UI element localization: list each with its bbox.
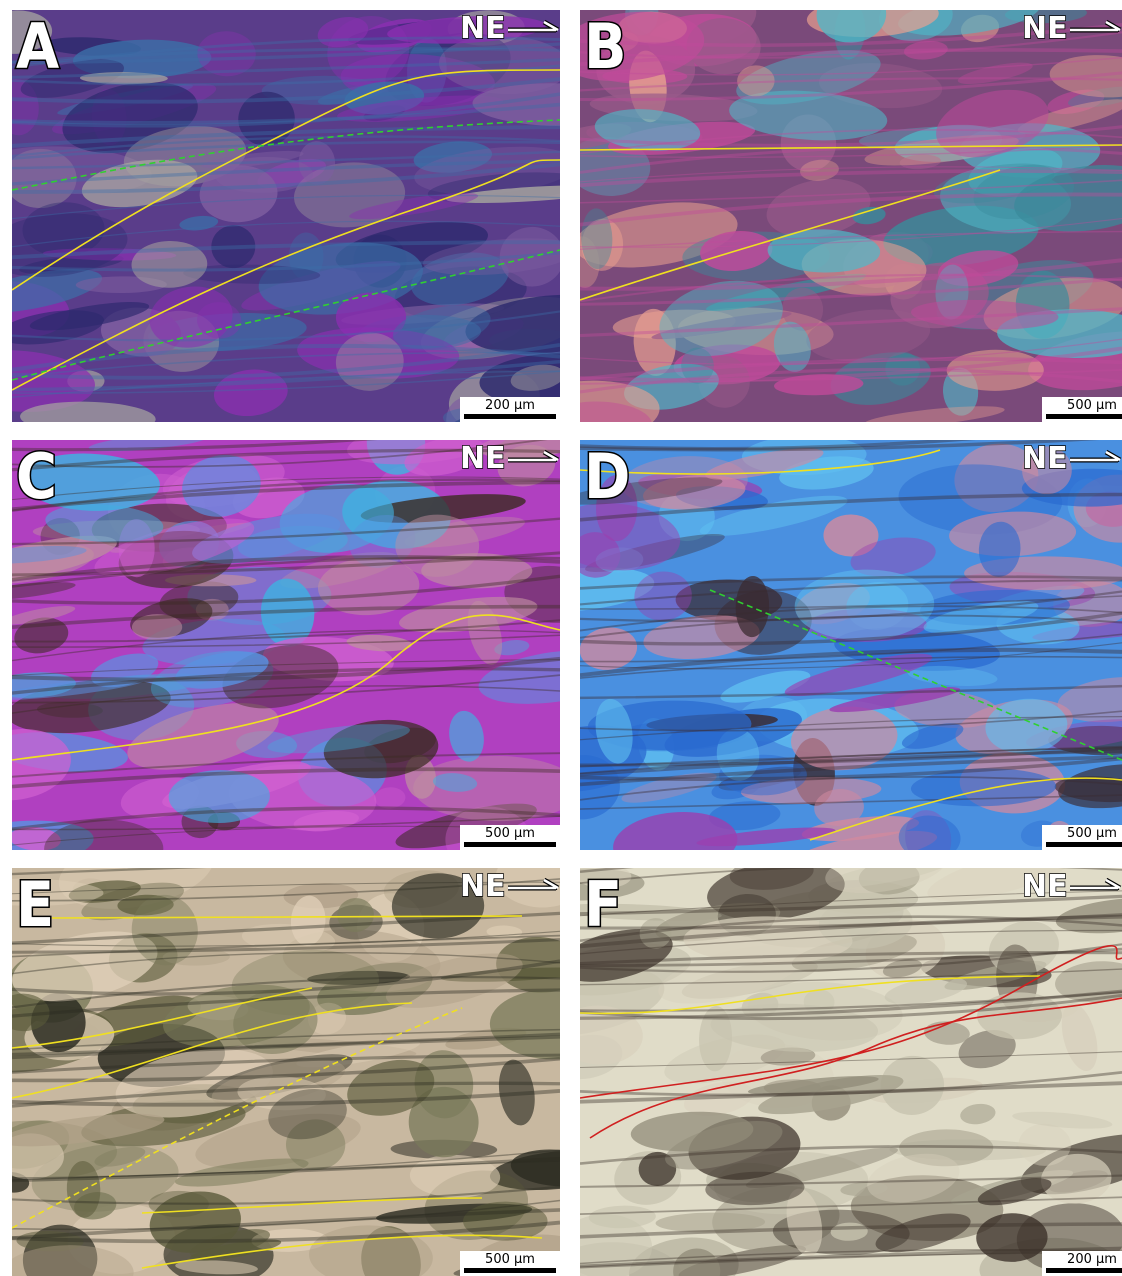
micrograph-panel: D NE 500 µm (580, 440, 1122, 850)
orientation: NE (459, 869, 560, 904)
orientation-label: NE (459, 441, 506, 476)
scale-line (464, 414, 556, 419)
orientation-arrow (507, 877, 559, 890)
orientation-label: NE (459, 869, 506, 904)
micrograph-image (580, 440, 1122, 850)
scale-bar: 500 µm (1042, 825, 1122, 850)
scale-bar: 500 µm (460, 1251, 560, 1276)
panel-label: D (582, 440, 631, 513)
panel-label: B (583, 10, 628, 83)
scale-line (1046, 1268, 1122, 1273)
micrograph-image (580, 10, 1122, 422)
scale-line (464, 1268, 556, 1273)
micrograph-panel: E NE 500 µm (12, 868, 560, 1276)
orientation-arrow (507, 19, 559, 32)
orientation: NE (1021, 441, 1122, 476)
scale-bar: 200 µm (1042, 1251, 1122, 1276)
micrograph-image (12, 10, 560, 422)
micrograph-image (12, 440, 560, 850)
orientation: NE (1021, 869, 1122, 904)
scale-bar: 200 µm (460, 397, 560, 422)
scale-line (1046, 414, 1122, 419)
orientation-arrow (1069, 877, 1121, 890)
scale-line (464, 842, 556, 847)
orientation: NE (459, 11, 560, 46)
orientation-label: NE (459, 11, 506, 46)
orientation: NE (1021, 11, 1122, 46)
micrograph-image (12, 868, 560, 1276)
orientation-arrow (1069, 19, 1121, 32)
scale-label: 500 µm (1067, 398, 1117, 413)
orientation-arrow (1069, 449, 1121, 462)
micrograph-panel: A NE 200 µm (12, 10, 560, 422)
orientation-label: NE (1021, 869, 1068, 904)
scale-label: 200 µm (485, 398, 535, 413)
orientation: NE (459, 441, 560, 476)
orientation-label: NE (1021, 441, 1068, 476)
scale-bar: 500 µm (460, 825, 560, 850)
panel-label: E (14, 868, 55, 941)
panel-label: A (14, 10, 60, 83)
scale-label: 500 µm (1067, 826, 1117, 841)
micrograph-panel: F NE 200 µm (580, 868, 1122, 1276)
scale-label: 500 µm (485, 826, 535, 841)
micrograph-image (580, 868, 1122, 1276)
scale-bar: 500 µm (1042, 397, 1122, 422)
orientation-arrow (507, 449, 559, 462)
scale-label: 200 µm (1067, 1252, 1117, 1267)
panel-label: F (582, 868, 623, 941)
scale-label: 500 µm (485, 1252, 535, 1267)
panel-label: C (15, 440, 59, 513)
micrograph-panel: B NE 500 µm (580, 10, 1122, 422)
scale-line (1046, 842, 1122, 847)
orientation-label: NE (1021, 11, 1068, 46)
micrograph-panel: C NE 500 µm (12, 440, 560, 850)
